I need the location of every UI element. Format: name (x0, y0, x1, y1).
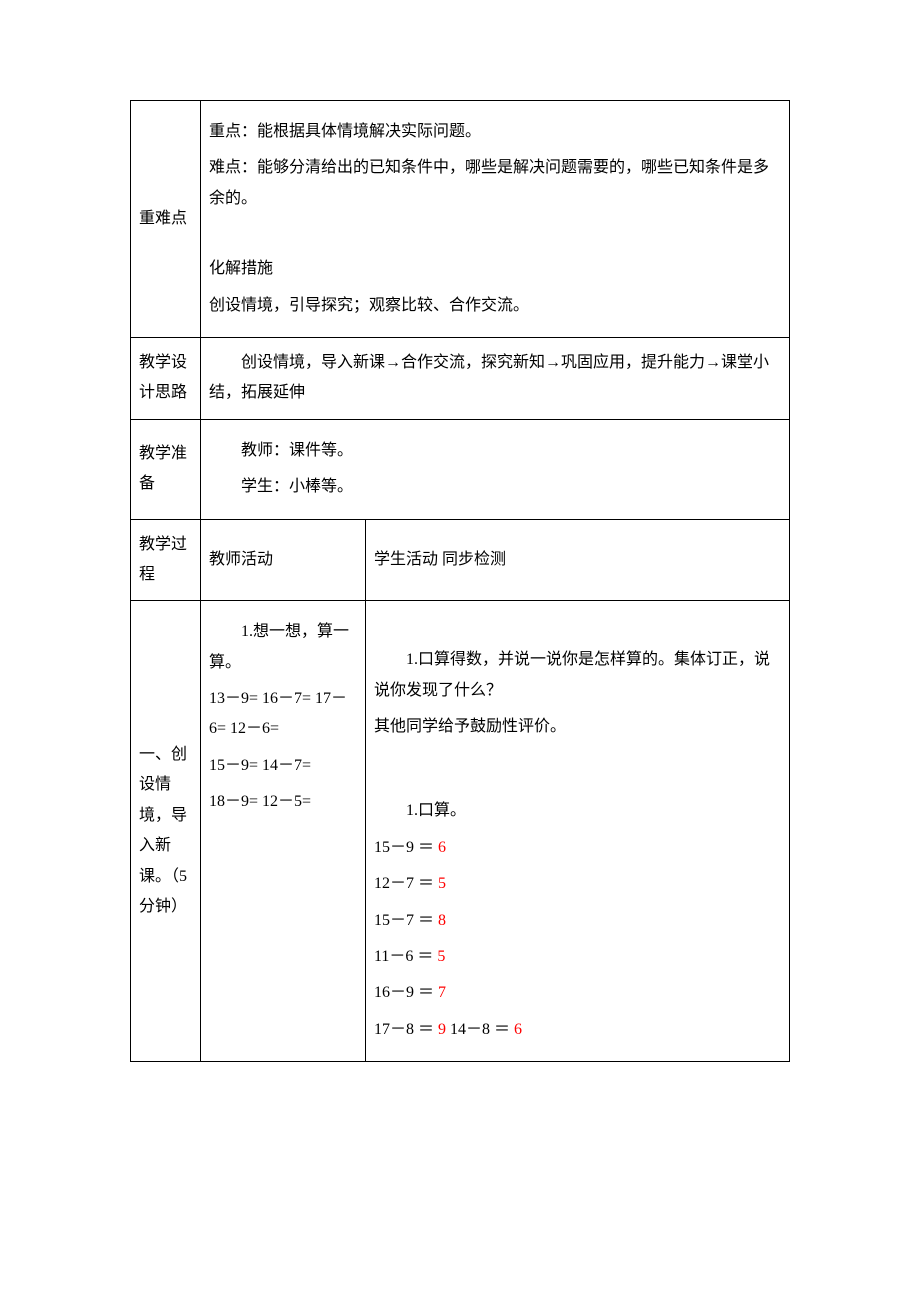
calc-expr: 17－8 ＝ (374, 1021, 438, 1038)
calc-answer: 6 (438, 839, 446, 856)
content-design: 创设情境，导入新课→合作交流，探究新知→巩固应用，提升能力→课堂小结，拓展延伸 (201, 337, 790, 419)
content-difficulty: 重点：能根据具体情境解决实际问题。 难点：能够分清给出的已知条件中，哪些是解决问… (201, 101, 790, 338)
student-activity-1: 1.口算得数，并说一说你是怎样算的。集体订正，说说你发现了什么？ 其他同学给予鼓… (366, 601, 790, 1062)
difficulty-keypoint: 重点：能根据具体情境解决实际问题。 (209, 117, 781, 147)
calc-row-5: 17－8 ＝ 9 14－8 ＝ 6 (374, 1015, 781, 1045)
calc-answer: 6 (514, 1021, 522, 1038)
calc-row-4: 16－9 ＝ 7 (374, 978, 781, 1008)
calc-expr: 15－9 ＝ (374, 839, 438, 856)
calc-row-0: 15－9 ＝ 6 (374, 833, 781, 863)
label-design: 教学设计思路 (131, 337, 201, 419)
teacher-exprs-2: 15－9= 14－7= (209, 751, 357, 781)
difficulty-measure-text: 创设情境，引导探究；观察比较、合作交流。 (209, 291, 781, 321)
row-difficulty: 重难点 重点：能根据具体情境解决实际问题。 难点：能够分清给出的已知条件中，哪些… (131, 101, 790, 338)
calc-expr: 12－7 ＝ (374, 875, 438, 892)
teacher-activity-1: 1.想一想，算一算。 13－9= 16－7= 17－6= 12－6= 15－9=… (201, 601, 366, 1062)
teacher-think-calc: 1.想一想，算一算。 (209, 617, 357, 678)
calc-row-3: 11－6 ＝ 5 (374, 942, 781, 972)
teacher-exprs-3: 18－9= 12－5= (209, 787, 357, 817)
page-wrapper: 重难点 重点：能根据具体情境解决实际问题。 难点：能够分清给出的已知条件中，哪些… (0, 0, 920, 1122)
label-prep: 教学准备 (131, 419, 201, 519)
calc-expr: 14－8 ＝ (446, 1021, 514, 1038)
design-text: 创设情境，导入新课→合作交流，探究新知→巩固应用，提升能力→课堂小结，拓展延伸 (209, 348, 781, 409)
prep-teacher: 教师：课件等。 (209, 436, 781, 466)
label-difficulty: 重难点 (131, 101, 201, 338)
student-oral-calc: 1.口算得数，并说一说你是怎样算的。集体订正，说说你发现了什么？ (374, 645, 781, 706)
calc-row-2: 15－7 ＝ 8 (374, 906, 781, 936)
label-process: 教学过程 (131, 519, 201, 601)
calc-answer: 9 (438, 1021, 446, 1038)
content-prep: 教师：课件等。 学生：小棒等。 (201, 419, 790, 519)
calc-answer: 5 (437, 948, 445, 965)
row-design: 教学设计思路 创设情境，导入新课→合作交流，探究新知→巩固应用，提升能力→课堂小… (131, 337, 790, 419)
student-encourage: 其他同学给予鼓励性评价。 (374, 712, 781, 742)
calc-answer: 8 (438, 912, 446, 929)
difficulty-hard: 难点：能够分清给出的已知条件中，哪些是解决问题需要的，哪些已知条件是多余的。 (209, 153, 781, 214)
prep-student: 学生：小棒等。 (209, 472, 781, 502)
calc-answer: 5 (438, 875, 446, 892)
student-oral-title: 1.口算。 (374, 796, 781, 826)
row-section-1: 一、创设情境，导入新课。（5分钟） 1.想一想，算一算。 13－9= 16－7=… (131, 601, 790, 1062)
teacher-exprs-1: 13－9= 16－7= 17－6= 12－6= (209, 684, 357, 745)
header-teacher-activity: 教师活动 (201, 519, 366, 601)
row-prep: 教学准备 教师：课件等。 学生：小棒等。 (131, 419, 790, 519)
calc-row-1: 12－7 ＝ 5 (374, 869, 781, 899)
difficulty-measure-title: 化解措施 (209, 254, 781, 284)
calc-answer: 7 (438, 984, 446, 1001)
calc-expr: 16－9 ＝ (374, 984, 438, 1001)
label-section-1: 一、创设情境，导入新课。（5分钟） (131, 601, 201, 1062)
header-student-activity: 学生活动 同步检测 (366, 519, 790, 601)
lesson-plan-table: 重难点 重点：能根据具体情境解决实际问题。 难点：能够分清给出的已知条件中，哪些… (130, 100, 790, 1062)
calc-expr: 11－6 ＝ (374, 948, 437, 965)
row-process-header: 教学过程 教师活动 学生活动 同步检测 (131, 519, 790, 601)
calc-expr: 15－7 ＝ (374, 912, 438, 929)
